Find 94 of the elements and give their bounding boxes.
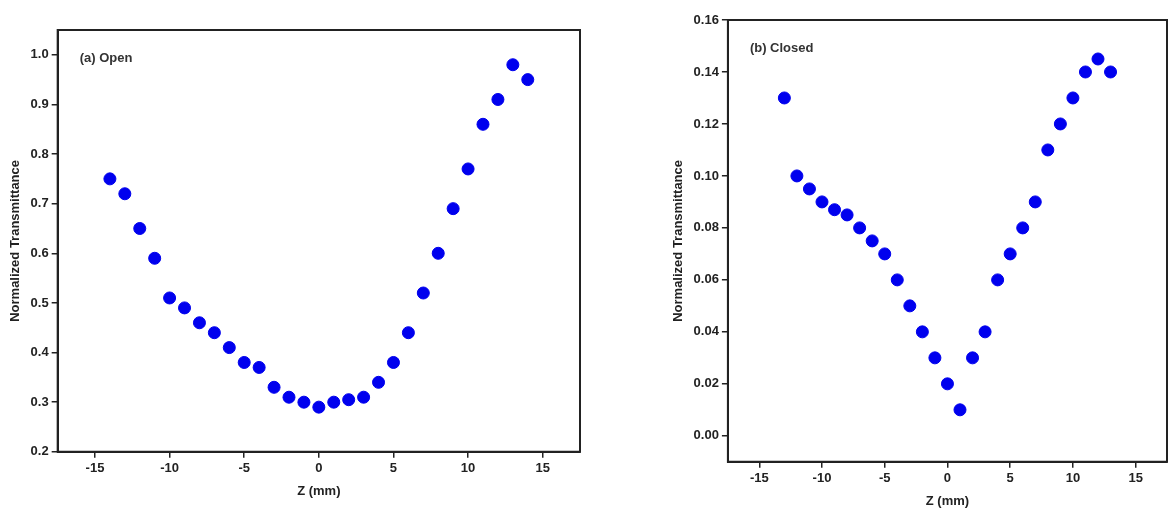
y-tick-label: 0.3 (30, 393, 49, 409)
point (148, 251, 162, 265)
point (416, 286, 430, 300)
point (966, 351, 980, 365)
y-tick-label: 0.00 (693, 427, 719, 443)
point (312, 400, 326, 414)
y-tick-label: 0.9 (30, 96, 49, 112)
x-tick-label: 15 (535, 460, 550, 476)
point (915, 325, 929, 339)
x-tick-label: 0 (315, 460, 323, 476)
point (297, 395, 311, 409)
y-tick-label: 0.16 (693, 11, 719, 27)
point (1028, 195, 1042, 209)
point (1078, 65, 1092, 79)
point (237, 355, 251, 369)
point (342, 393, 356, 407)
point (357, 390, 371, 404)
y-tick-label: 0.14 (693, 63, 720, 79)
y-tick-label: 0.8 (30, 145, 49, 161)
y-tick-label: 0.06 (693, 271, 719, 287)
point (840, 208, 854, 222)
annotation: (b) Closed (749, 40, 814, 56)
x-tick-label: -5 (878, 470, 891, 486)
point (777, 91, 791, 105)
point (828, 203, 842, 217)
x-tick-label: -10 (160, 460, 179, 476)
x-tick-label: -15 (85, 460, 105, 476)
point (865, 234, 879, 248)
point (1053, 117, 1067, 131)
point (815, 195, 829, 209)
point (491, 92, 505, 106)
point (890, 273, 904, 287)
point (282, 390, 296, 404)
x-axis-title: Z (mm) (297, 482, 341, 498)
point (1091, 52, 1105, 66)
point (133, 221, 147, 235)
y-tick-label: 1.0 (30, 46, 49, 62)
point (506, 58, 520, 72)
x-tick-label: 10 (1065, 470, 1081, 486)
point (1003, 247, 1017, 261)
point (991, 273, 1005, 287)
point (790, 169, 804, 183)
y-axis-title: Normalized Transmittance (7, 159, 23, 322)
point (401, 326, 415, 340)
y-tick-label: 0.6 (30, 244, 49, 260)
point (267, 380, 281, 394)
point (163, 291, 177, 305)
point (953, 403, 967, 417)
point (1104, 65, 1118, 79)
y-tick-label: 0.5 (30, 294, 49, 310)
y-tick-label: 0.08 (693, 219, 719, 235)
point (853, 221, 867, 235)
point (903, 299, 917, 313)
y-tick-label: 0.02 (693, 375, 719, 391)
point (431, 246, 445, 260)
point (446, 202, 460, 216)
x-tick-label: 0 (943, 470, 952, 486)
point (118, 187, 132, 201)
x-tick-label: -5 (238, 460, 250, 476)
point (521, 73, 535, 87)
point (1016, 221, 1030, 235)
point (928, 351, 942, 365)
point (327, 395, 341, 409)
point (1041, 143, 1055, 157)
point (372, 375, 386, 389)
annotation: (a) Open (79, 50, 133, 66)
y-tick-label: 0.04 (693, 323, 720, 339)
point (207, 326, 221, 340)
point (192, 316, 206, 330)
point (222, 341, 236, 355)
y-axis-title: Normalized Transmittance (670, 159, 686, 322)
point (178, 301, 192, 315)
point (1066, 91, 1080, 105)
point (940, 377, 954, 391)
point (252, 360, 266, 374)
x-axis-title: Z (mm) (925, 492, 970, 508)
x-tick-label: 15 (1128, 470, 1143, 486)
point (103, 172, 117, 186)
x-tick-label: -15 (749, 470, 769, 486)
x-tick-label: 5 (389, 460, 398, 476)
y-tick-label: 0.7 (30, 195, 49, 211)
point (461, 162, 475, 176)
point (978, 325, 992, 339)
y-tick-label: 0.4 (30, 344, 50, 360)
point (802, 182, 816, 196)
y-tick-label: 0.12 (693, 115, 719, 131)
y-tick-label: 0.2 (30, 443, 49, 459)
point (386, 355, 400, 369)
x-tick-label: 5 (1006, 470, 1014, 486)
point (878, 247, 892, 261)
y-tick-label: 0.10 (693, 167, 719, 183)
x-tick-label: -10 (812, 470, 832, 486)
x-tick-label: 10 (460, 460, 476, 476)
point (476, 117, 490, 131)
